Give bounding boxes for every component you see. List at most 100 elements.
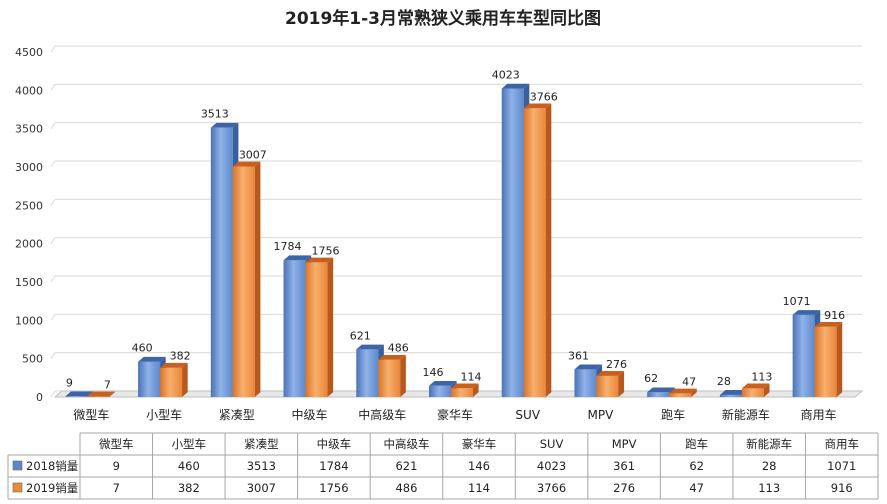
data-label: 621: [350, 329, 371, 342]
data-label: 1784: [274, 240, 302, 253]
gridline-diag: [50, 390, 56, 398]
y-tick-label: 1000: [15, 314, 43, 327]
data-label: 114: [461, 370, 482, 383]
bar-side: [618, 371, 625, 397]
bar-top: [523, 103, 552, 109]
data-label: 4023: [492, 69, 520, 82]
bar-series2: [451, 388, 473, 397]
bar-series1: [647, 392, 670, 397]
bar-series2: [87, 396, 110, 397]
table-cell: 382: [178, 481, 200, 495]
bar-top: [501, 83, 530, 89]
bar-top: [160, 362, 188, 368]
bar-side: [836, 321, 843, 397]
table-header: 豪华车: [462, 437, 497, 451]
gridline-diag: [50, 237, 56, 244]
x-tick-label: 紧凑型: [219, 408, 255, 422]
table-header: 中级车: [317, 437, 352, 451]
legend-swatch: [12, 482, 23, 493]
gridline-diag: [50, 314, 56, 321]
bar-series2: [523, 108, 546, 398]
bar-top: [451, 383, 479, 389]
bar-series2: [669, 393, 692, 397]
bar-series2: [596, 375, 619, 397]
bar-series1: [65, 396, 88, 397]
bar-top: [87, 391, 115, 397]
gridlines: [50, 45, 862, 398]
bar-top: [647, 387, 675, 393]
gridline-diag: [50, 275, 56, 283]
table-header: 中高级车: [383, 437, 429, 451]
data-label: 3513: [201, 108, 229, 121]
table-cell: 3513: [247, 459, 276, 473]
data-label: 28: [717, 375, 731, 388]
bar-series1: [356, 349, 379, 397]
bar-series2: [741, 388, 764, 397]
y-tick-label: 2000: [15, 238, 43, 251]
table-header: SUV: [540, 437, 564, 451]
y-tick-label: 2500: [15, 199, 43, 212]
bar-series1: [574, 369, 597, 397]
y-axis: 0 500 1000 1500 2000 2500 3000 3500 4000 4500: [15, 46, 43, 404]
bar-top: [574, 364, 603, 370]
y-tick-label: 4000: [15, 84, 43, 97]
data-label: 3766: [530, 90, 558, 103]
table-cell: 486: [395, 481, 417, 495]
bar-series1: [210, 127, 233, 398]
table-cell: 113: [758, 481, 780, 495]
x-tick-label: 跑车: [661, 407, 685, 422]
bar-top: [138, 356, 166, 362]
bar-side: [545, 103, 552, 398]
y-tick-label: 4500: [15, 46, 43, 59]
table-header: 紧凑型: [244, 437, 279, 451]
x-tick-label: 商用车: [801, 407, 837, 422]
gridline-diag: [50, 160, 56, 168]
data-label: 1756: [312, 244, 340, 257]
table-cell: 4023: [537, 459, 566, 473]
bar-top: [210, 122, 239, 128]
data-label: 113: [751, 370, 772, 383]
data-label: 146: [423, 366, 444, 379]
bar-top: [378, 354, 406, 360]
table-cell: 62: [689, 459, 704, 473]
table-cell: 916: [831, 481, 853, 495]
bar-top: [429, 381, 457, 386]
data-label: 276: [606, 358, 627, 371]
table-cell: 47: [689, 481, 704, 495]
x-axis: 微型车 小型车 紧凑型 中级车 中高级车 豪华车 SUV MPV 跑车 新能源车 商用车: [73, 407, 836, 422]
x-tick-label: SUV: [515, 408, 540, 422]
bar-top: [65, 391, 93, 397]
bar-top: [356, 344, 384, 350]
bars: [65, 83, 843, 398]
bar-top: [814, 321, 843, 327]
bar-series2: [378, 359, 401, 397]
bar-top: [596, 371, 625, 376]
y-tick-label: 3500: [15, 123, 43, 136]
data-label: 7: [104, 378, 111, 391]
gridline-diag: [50, 199, 56, 206]
data-label: 62: [644, 372, 658, 385]
y-tick-label: 3000: [15, 161, 43, 174]
y-tick-label: 500: [22, 353, 43, 366]
bar-side: [691, 388, 697, 397]
x-tick-label: 中级车: [292, 407, 328, 422]
data-label: 47: [682, 375, 696, 388]
bar-series1: [719, 394, 742, 397]
bar-top: [305, 257, 334, 263]
gridline-diag: [50, 84, 56, 91]
data-label: 486: [388, 342, 409, 355]
table-cell: 7: [113, 481, 120, 495]
gridline-diag: [50, 45, 56, 53]
y-tick-label: 1500: [15, 276, 43, 289]
table-cell: 3766: [537, 481, 566, 495]
bar-side: [327, 257, 334, 397]
bar-top: [719, 390, 748, 395]
table-cell: 361: [613, 459, 635, 473]
table-header: 小型车: [172, 437, 207, 451]
x-tick-label: 中高级车: [358, 407, 406, 422]
legend-label: 2018销量: [26, 459, 78, 473]
table-header: 跑车: [685, 437, 708, 451]
table-cell: 146: [468, 459, 490, 473]
bar-top: [669, 388, 697, 394]
bar-side: [182, 362, 188, 397]
